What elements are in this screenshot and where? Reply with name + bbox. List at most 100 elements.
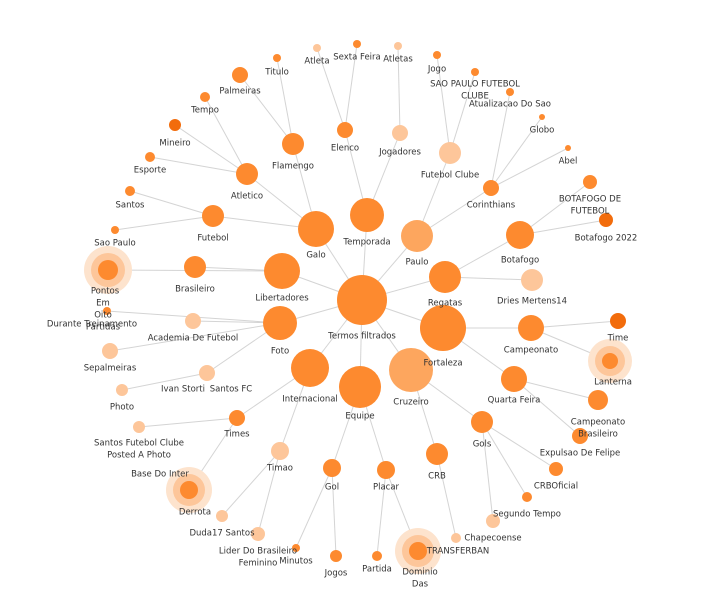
- node[interactable]: [426, 443, 448, 465]
- node[interactable]: [602, 353, 618, 369]
- node[interactable]: [337, 275, 387, 325]
- node[interactable]: [169, 119, 181, 131]
- node[interactable]: [353, 40, 361, 48]
- node[interactable]: [337, 122, 353, 138]
- node[interactable]: [420, 305, 466, 351]
- node[interactable]: [282, 133, 304, 155]
- node[interactable]: [330, 550, 342, 562]
- node-label: Campeonato: [504, 346, 558, 356]
- node-label: Minutos: [279, 557, 313, 567]
- node[interactable]: [471, 411, 493, 433]
- node-label: Libertadores: [255, 294, 309, 304]
- node[interactable]: [389, 348, 433, 392]
- node[interactable]: [439, 142, 461, 164]
- edge: [513, 378, 599, 401]
- node[interactable]: [522, 492, 532, 502]
- node-label: Equipe: [345, 412, 374, 422]
- node[interactable]: [103, 307, 111, 315]
- node-label: Atletico: [231, 192, 263, 202]
- node[interactable]: [451, 533, 461, 543]
- node-label: CLUBE: [461, 92, 489, 102]
- edge: [114, 215, 214, 231]
- node[interactable]: [116, 384, 128, 396]
- node[interactable]: [377, 461, 395, 479]
- node[interactable]: [125, 186, 135, 196]
- node[interactable]: [409, 542, 427, 560]
- node[interactable]: [216, 510, 228, 522]
- node-label: Palmeiras: [219, 87, 261, 97]
- node-label: Academia De Futebol: [148, 334, 239, 344]
- node[interactable]: [236, 163, 258, 185]
- node[interactable]: [506, 221, 534, 249]
- node[interactable]: [350, 198, 384, 232]
- node[interactable]: [273, 54, 281, 62]
- labels: Termos filtrados Galo Temporada Paulo Regata…: [47, 53, 637, 590]
- node[interactable]: [102, 343, 118, 359]
- node[interactable]: [506, 88, 514, 96]
- node[interactable]: [372, 551, 382, 561]
- node[interactable]: [539, 114, 545, 120]
- edge: [316, 47, 346, 131]
- node[interactable]: [133, 421, 145, 433]
- edge: [481, 421, 494, 522]
- node[interactable]: [271, 442, 289, 460]
- node[interactable]: [264, 253, 300, 289]
- node[interactable]: [263, 306, 297, 340]
- node-label: TRANSFERBAN: [426, 547, 490, 557]
- node-label: Brasileiro: [578, 430, 618, 440]
- node[interactable]: [549, 462, 563, 476]
- node[interactable]: [394, 42, 402, 50]
- node-label: Corinthians: [467, 201, 516, 211]
- node[interactable]: [429, 261, 461, 293]
- node[interactable]: [145, 152, 155, 162]
- node[interactable]: [565, 145, 571, 151]
- edge: [295, 467, 333, 549]
- node-label: Atualizacao Do Sao: [469, 100, 551, 110]
- node[interactable]: [588, 390, 608, 410]
- node[interactable]: [251, 527, 265, 541]
- node-label: Abel: [559, 157, 578, 167]
- node[interactable]: [292, 544, 300, 552]
- node[interactable]: [401, 220, 433, 252]
- edge: [129, 190, 214, 217]
- node[interactable]: [583, 175, 597, 189]
- edge: [519, 181, 591, 236]
- node[interactable]: [501, 366, 527, 392]
- edge: [490, 147, 569, 189]
- node[interactable]: [298, 211, 334, 247]
- node-label: Brasileiro: [175, 285, 215, 295]
- node[interactable]: [291, 349, 329, 387]
- node[interactable]: [610, 313, 626, 329]
- node-label: Segundo Tempo: [493, 510, 561, 520]
- node-label: Temporada: [342, 238, 390, 248]
- node[interactable]: [229, 410, 245, 426]
- node[interactable]: [185, 313, 201, 329]
- node[interactable]: [572, 428, 588, 444]
- node[interactable]: [471, 68, 479, 76]
- node[interactable]: [313, 44, 321, 52]
- node[interactable]: [599, 213, 613, 227]
- node[interactable]: [486, 514, 500, 528]
- node[interactable]: [339, 366, 381, 408]
- node-label: Pontos: [91, 287, 120, 297]
- node[interactable]: [323, 459, 341, 477]
- node[interactable]: [199, 365, 215, 381]
- node[interactable]: [521, 269, 543, 291]
- node[interactable]: [98, 260, 118, 280]
- node-label: Flamengo: [272, 162, 314, 172]
- node-label: Partida: [362, 565, 392, 575]
- node[interactable]: [433, 51, 441, 59]
- node[interactable]: [202, 205, 224, 227]
- node-label: Botafogo 2022: [575, 234, 638, 244]
- node[interactable]: [232, 67, 248, 83]
- edge: [490, 91, 511, 189]
- node[interactable]: [392, 125, 408, 141]
- node[interactable]: [111, 226, 119, 234]
- node[interactable]: [200, 92, 210, 102]
- node[interactable]: [483, 180, 499, 196]
- node-label: Atleta: [304, 57, 329, 67]
- node[interactable]: [518, 315, 544, 341]
- node-label: Jogos: [324, 569, 348, 579]
- node[interactable]: [184, 256, 206, 278]
- node[interactable]: [180, 481, 198, 499]
